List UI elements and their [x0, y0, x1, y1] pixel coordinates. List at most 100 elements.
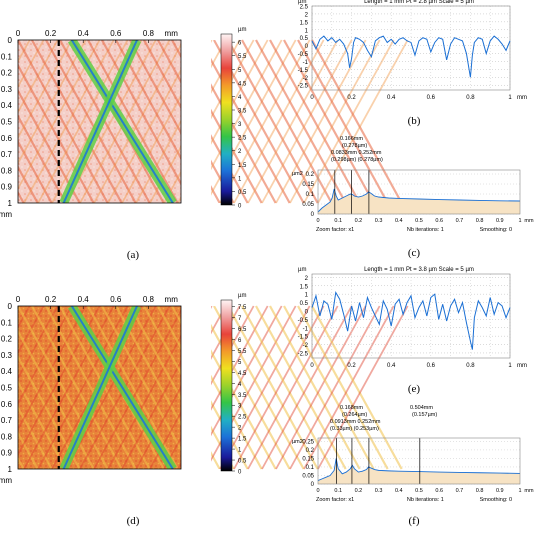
plot-frame — [311, 5, 511, 91]
colorbar-tick-label: 7 — [238, 316, 242, 322]
x-tick-label: 1 — [518, 488, 521, 494]
surface-scratch — [0, 39, 73, 173]
surface-scratch — [0, 305, 45, 388]
surface-scratch — [45, 305, 137, 470]
surface-scratch — [0, 347, 67, 470]
heatmap-frame — [17, 305, 182, 470]
colorbar — [220, 299, 233, 472]
y-tick-label: -2.5 — [298, 84, 309, 90]
surface-scratch — [275, 305, 367, 470]
y-tick-label: -0.5 — [298, 318, 309, 324]
surface-scratch — [269, 39, 361, 204]
surface-scratch — [87, 305, 179, 470]
y-tick-label: 1.5 — [300, 284, 309, 290]
colorbar-tick-label: 4.5 — [238, 81, 247, 87]
colorbar-tick-label: 6 — [238, 338, 242, 344]
spectrum-area — [318, 458, 520, 484]
spectrum-area — [318, 189, 520, 214]
peak-annotation: (0.157µm) — [412, 412, 437, 418]
y-tick-label: 0.8 — [1, 432, 13, 441]
x-tick-label: 0.8 — [143, 295, 155, 304]
y-tick-label: 0.25 — [302, 439, 314, 445]
colorbar-tick-label: 1.5 — [238, 163, 247, 169]
x-tick-label: 0.4 — [395, 218, 403, 224]
colorbar-tick-label: 0.5 — [238, 459, 247, 465]
colorbar-tick-label: 0 — [238, 204, 242, 210]
y-tick-label: 0.5 — [300, 301, 309, 307]
y-tick-label: 0.4 — [1, 367, 13, 376]
x-tick-label: 0.9 — [496, 218, 504, 224]
peak-annotation: (0.298µm) (0.278µm) — [331, 157, 383, 163]
colorbar-tick-label: 0 — [238, 470, 242, 476]
y-tick-label: 1 — [8, 465, 13, 474]
surface-scratch — [283, 305, 375, 470]
peak-annotation: 0.504mm — [410, 405, 433, 411]
x-tick-label: 0.5 — [415, 488, 423, 494]
mask-bottom — [0, 469, 221, 499]
colorbar-unit: µm — [238, 293, 246, 299]
peak-annotation: 0.168mm — [340, 405, 363, 411]
surface-scratch — [0, 305, 73, 439]
surface-scratch — [93, 305, 185, 470]
y-tick-label: 1 — [305, 28, 309, 34]
y-tick-label: -2 — [303, 343, 309, 349]
peak-annotation: (0.278µm) — [342, 143, 367, 149]
y-tick-label: 0 — [305, 44, 309, 50]
colorbar-tick-label: 3 — [238, 404, 242, 410]
surface-scratch — [0, 132, 39, 204]
surface-scratch — [297, 39, 389, 204]
x-tick-label: 0.9 — [496, 488, 504, 494]
surface-scratch — [311, 39, 403, 204]
y-tick-label: 0.6 — [1, 134, 13, 143]
y-tick-label: -2 — [303, 76, 309, 82]
x-tick-label: 0.2 — [355, 488, 363, 494]
x-tick-label: 0.5 — [415, 218, 423, 224]
y-tick-label: 0.05 — [302, 473, 314, 479]
colorbar-tick-label: 1.5 — [238, 437, 247, 443]
surface-scratch — [261, 305, 353, 470]
y-tick-label: 0 — [305, 309, 309, 315]
surface-scratch — [45, 39, 137, 204]
x-unit-label: mm — [524, 218, 534, 224]
surface-scratch — [31, 305, 123, 470]
x-unit-label: mm — [524, 488, 534, 494]
footer-zoom: Zoom factor: x1 — [316, 227, 354, 233]
x-tick-label: 0.4 — [395, 488, 403, 494]
x-tick-label: 1 — [518, 218, 521, 224]
footer-zoom: Zoom factor: x1 — [316, 497, 354, 503]
colorbar-tick-label: 5.5 — [238, 54, 247, 60]
panel-label-a: (a) — [127, 249, 140, 261]
surface-scratch — [0, 39, 45, 122]
spectrum-line — [317, 188, 521, 213]
surface-scratch — [93, 39, 185, 204]
surface-scratch — [311, 305, 403, 470]
surface-scratch — [275, 39, 367, 204]
x-tick-label: 0.4 — [78, 29, 90, 38]
x-tick-label: 0.3 — [375, 488, 383, 494]
surface-scratch — [101, 39, 193, 204]
y-tick-label: 0.15 — [302, 182, 314, 188]
heatmap-panel-a: 0 0.2 0.4 0.6 0.8 mm 0 0.1 0.2 0.3 0.4 0.5 0.6 0.7 0.8… — [0, 10, 409, 261]
spectrum-line — [317, 458, 521, 482]
x-tick-label: 1 — [508, 363, 512, 369]
y-tick-label: 0.9 — [1, 183, 13, 192]
colorbar — [220, 33, 233, 206]
y-tick-label: 2 — [305, 12, 309, 18]
x-tick-label: 0.6 — [427, 363, 436, 369]
panel-label-f: (f) — [409, 515, 420, 527]
y-tick-label: 0.7 — [1, 416, 13, 425]
y-unit-label: µm — [298, 0, 306, 5]
heatmap-panel-d: 0 0.2 0.4 0.6 0.8 mm 0 0.1 0.2 0.3 0.4 0.5 0.6 0.7 0.8… — [0, 276, 409, 527]
spectrum-panel-f: 0.25 0.2 0.15 0.1 0.05 00 0.1 0.2 0.3 0.4 0.5 0.6 0.… — [292, 405, 534, 527]
surface-scratch — [199, 39, 291, 204]
surface-scratch — [199, 305, 291, 470]
x-tick-label: 0 — [316, 488, 319, 494]
plot-frame — [317, 169, 521, 215]
y-tick-label: 0.5 — [1, 118, 13, 127]
y-tick-label: 0 — [8, 36, 13, 45]
surface-scratch — [219, 39, 311, 204]
colorbar-unit: µm — [238, 27, 246, 33]
surface-scratch — [17, 39, 109, 204]
panel-label-b: (b) — [408, 115, 421, 127]
surface-scratch — [65, 305, 157, 470]
